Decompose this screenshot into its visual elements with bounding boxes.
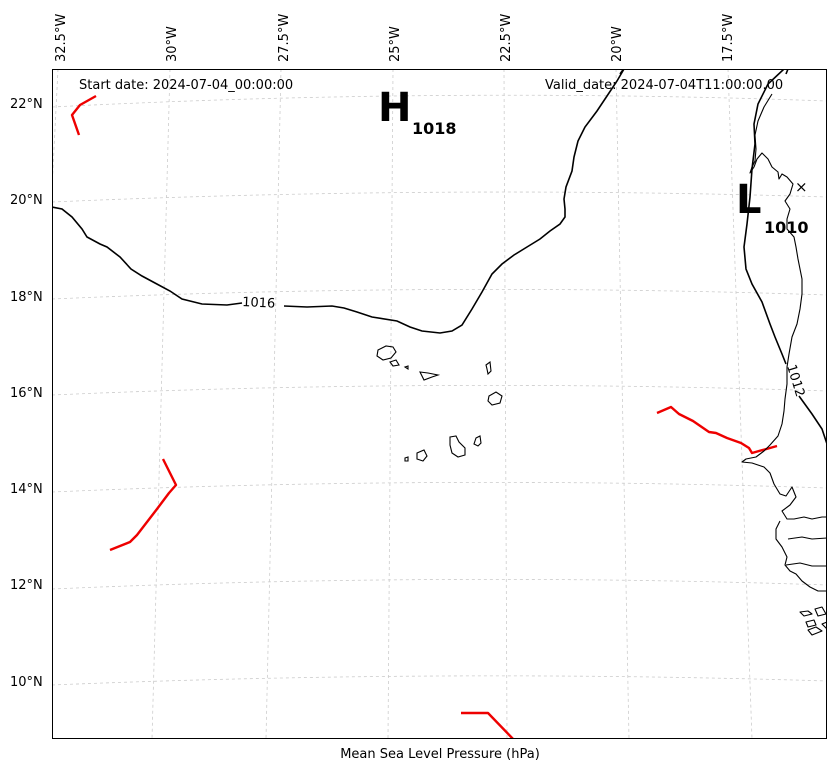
isobar-1012 <box>743 69 787 365</box>
lat-label-18n: 18°N <box>10 290 43 305</box>
lat-label-16n: 16°N <box>10 386 43 401</box>
low-center-marker: × <box>795 178 808 196</box>
island-santa-luzia <box>403 365 409 371</box>
map-border <box>52 69 827 739</box>
lon-label-32.5w: 32.5°W <box>54 13 69 62</box>
isobar-1016-east <box>283 69 625 334</box>
front-northwest <box>70 94 97 136</box>
coast-bijagos <box>799 606 827 636</box>
isobar-top-mid <box>619 69 625 75</box>
graticule <box>52 69 827 739</box>
island-sao-vicente <box>389 359 400 367</box>
island-sao-nicolau <box>419 371 441 381</box>
front-west <box>109 458 178 552</box>
isobars <box>52 69 827 459</box>
front-south <box>461 711 515 739</box>
island-maio <box>473 435 482 447</box>
fronts <box>70 94 778 739</box>
start-date: Start date: 2024-07-04_00:00:00 <box>79 78 294 93</box>
coastline <box>741 93 827 636</box>
front-east <box>656 405 778 455</box>
island-brava <box>404 456 409 462</box>
island-santo-antao <box>376 345 397 361</box>
lon-label-22.5w: 22.5°W <box>499 13 514 62</box>
pressure-map: 1016 1012 H 1018 L 1010 × <box>52 69 827 739</box>
island-fogo <box>416 449 428 462</box>
cape-verde-islands <box>376 345 503 462</box>
map-caption: Mean Sea Level Pressure (hPa) <box>340 747 540 762</box>
lon-label-20w: 20°W <box>610 26 625 62</box>
isobar-1016 <box>52 206 243 306</box>
island-boa-vista <box>487 391 503 406</box>
high-pressure-symbol: H <box>378 85 411 131</box>
coast-gambia <box>787 536 827 540</box>
lat-label-20n: 20°N <box>10 193 43 208</box>
isobar-label-1016: 1016 <box>242 295 276 312</box>
lon-label-27.5w: 27.5°W <box>277 13 292 62</box>
africa-coast <box>741 93 827 520</box>
island-santiago <box>449 435 466 458</box>
coast-guinea <box>775 520 827 592</box>
lat-label-14n: 14°N <box>10 482 43 497</box>
low-pressure-symbol: L <box>736 177 762 223</box>
lon-label-30w: 30°W <box>165 26 180 62</box>
isobar-1012-south <box>798 395 827 459</box>
lon-label-25w: 25°W <box>388 26 403 62</box>
high-pressure-value: 1018 <box>412 119 457 138</box>
lat-label-22n: 22°N <box>10 97 43 112</box>
coast-casamance <box>785 562 827 567</box>
lat-label-10n: 10°N <box>10 675 43 690</box>
island-sal <box>485 360 492 376</box>
lat-label-12n: 12°N <box>10 578 43 593</box>
valid-date: Valid_date: 2024-07-04T11:00:00.00 <box>545 78 784 93</box>
lon-label-17.5w: 17.5°W <box>721 13 736 62</box>
low-pressure-value: 1010 <box>764 218 809 237</box>
